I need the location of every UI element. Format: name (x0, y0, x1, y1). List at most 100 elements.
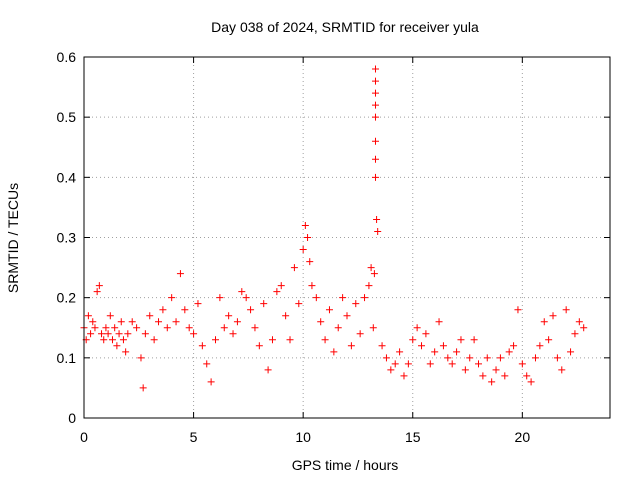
data-point (475, 360, 482, 368)
data-point (367, 264, 375, 272)
x-tick-label: 15 (405, 429, 421, 445)
data-point (540, 318, 548, 326)
data-point (113, 342, 121, 350)
data-point (98, 330, 106, 338)
data-point (304, 234, 312, 241)
data-point (168, 294, 176, 302)
data-point (466, 354, 474, 362)
data-point (391, 360, 399, 368)
data-point (277, 282, 285, 290)
data-point (387, 366, 395, 374)
data-point (122, 348, 130, 356)
data-point (321, 336, 329, 344)
data-point (409, 336, 417, 344)
data-point (87, 330, 95, 338)
data-point (352, 300, 360, 308)
y-axis-label: SRMTID / TECUs (5, 183, 21, 293)
data-point (104, 330, 112, 338)
data-point (373, 215, 381, 223)
data-point (251, 324, 259, 332)
data-point (233, 318, 241, 326)
data-point (225, 312, 233, 320)
data-point (220, 324, 228, 332)
data-point (242, 294, 250, 302)
data-point (400, 372, 408, 380)
data-point (580, 324, 588, 332)
data-point (282, 312, 290, 320)
data-point (413, 324, 421, 332)
data-point (203, 360, 211, 368)
y-tick-label: 0.1 (57, 350, 77, 366)
data-point (371, 65, 379, 73)
data-point (431, 348, 439, 356)
data-point (371, 101, 379, 109)
data-point (339, 294, 347, 302)
data-point (295, 300, 303, 308)
data-point (198, 342, 206, 350)
data-point (439, 342, 447, 350)
chart-title: Day 038 of 2024, SRMTID for receiver yul… (211, 19, 479, 35)
y-tick-label: 0 (68, 410, 76, 426)
data-point (457, 336, 465, 344)
data-point (89, 318, 97, 326)
data-point (115, 330, 123, 338)
data-point (334, 324, 342, 332)
data-point (141, 330, 149, 338)
data-point (523, 372, 531, 380)
data-point (505, 348, 513, 356)
data-point (146, 312, 154, 320)
data-point (273, 288, 281, 296)
data-point (111, 324, 119, 332)
data-point (91, 324, 99, 332)
data-point (139, 384, 147, 392)
data-point (374, 227, 382, 235)
data-point (501, 372, 509, 380)
data-point (299, 246, 307, 254)
data-point (496, 354, 504, 362)
data-point (108, 336, 116, 344)
data-point (369, 324, 377, 332)
data-point (347, 342, 355, 350)
data-point (365, 282, 373, 290)
data-point (371, 137, 379, 145)
data-point (343, 312, 351, 320)
axis-ticks: 0 0.1 0.2 0.3 0.4 0.5 0.6 0 5 10 15 20 (57, 49, 610, 445)
data-point (194, 300, 202, 308)
data-point (518, 360, 526, 368)
data-point (264, 366, 272, 374)
data-point (361, 294, 369, 302)
y-tick-label: 0.4 (57, 169, 77, 185)
x-tick-label: 20 (515, 429, 531, 445)
y-tick-label: 0.2 (57, 290, 77, 306)
data-point (286, 336, 294, 344)
data-point (260, 300, 268, 308)
data-point (301, 221, 309, 229)
data-point (531, 354, 539, 362)
data-point (483, 354, 491, 362)
data-point (308, 282, 316, 290)
data-point (371, 173, 379, 181)
data-point (212, 336, 219, 344)
data-point (553, 354, 561, 362)
data-point (426, 360, 434, 368)
data-point (185, 324, 193, 332)
data-point (371, 113, 379, 121)
x-axis-label: GPS time / hours (292, 457, 399, 473)
data-point (247, 306, 255, 314)
data-point (479, 372, 487, 380)
data-point (545, 336, 553, 344)
data-point (527, 378, 535, 386)
data-point (488, 378, 496, 386)
data-point (418, 342, 426, 350)
data-point (536, 342, 544, 350)
data-point (448, 360, 456, 368)
data-point (571, 330, 579, 338)
data-point (190, 330, 198, 338)
data-point (371, 77, 379, 85)
grid (84, 57, 610, 418)
y-tick-label: 0.5 (57, 109, 77, 125)
data-point (435, 318, 443, 326)
data-point (492, 366, 500, 374)
data-point (444, 354, 452, 362)
